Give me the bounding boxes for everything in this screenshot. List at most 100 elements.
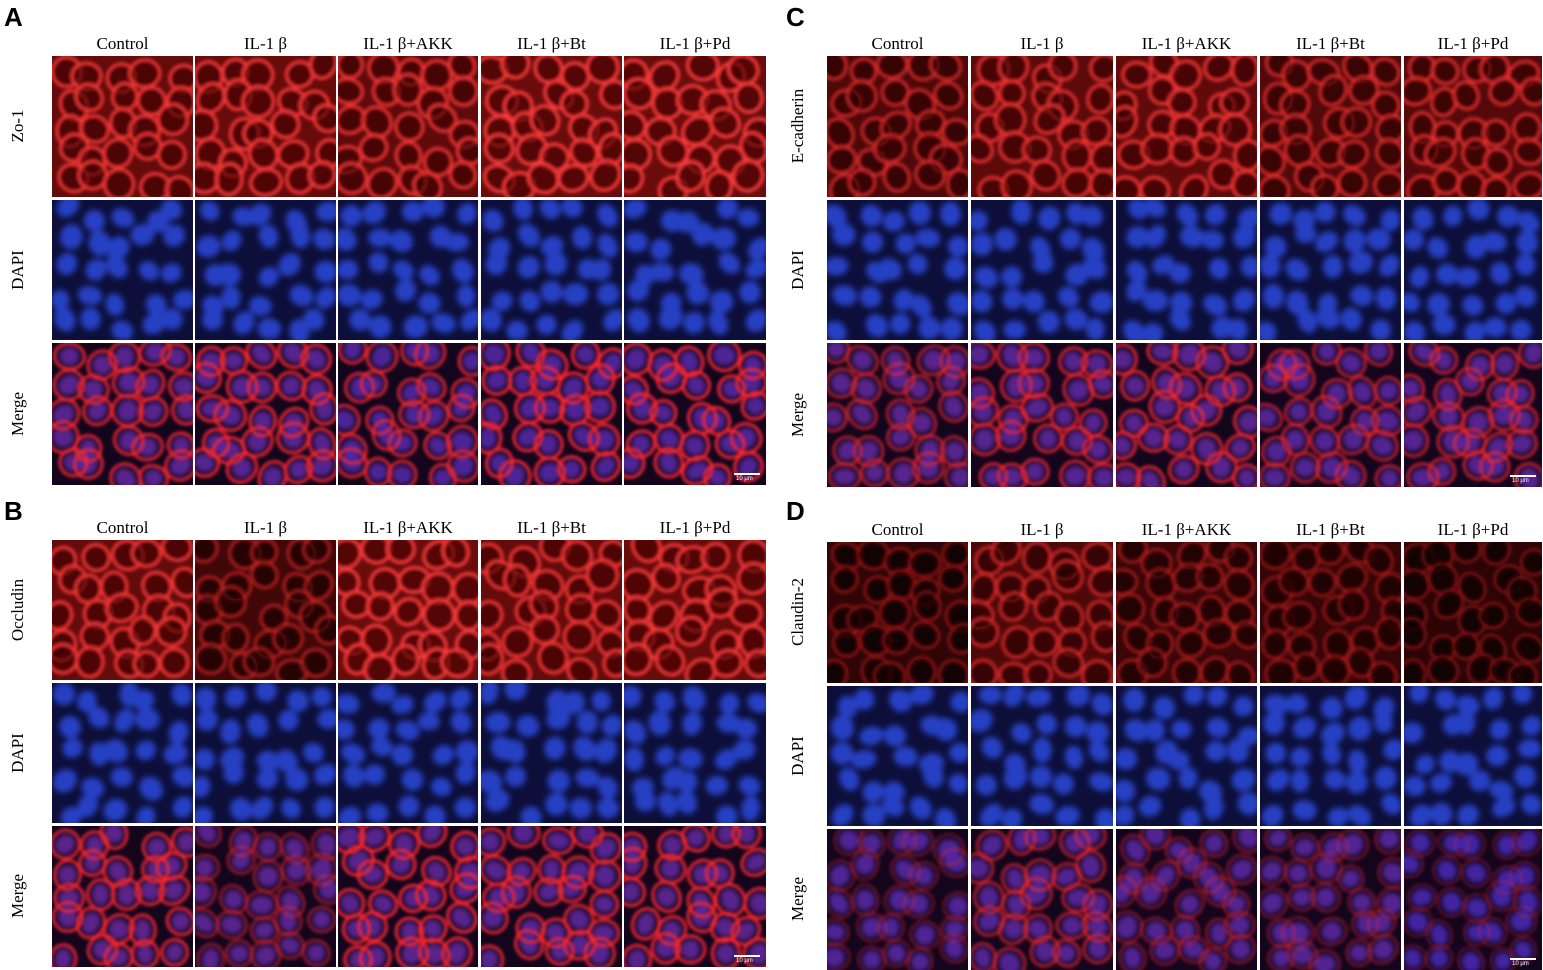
row-label: Claudin-2 bbox=[788, 578, 807, 646]
micrograph-merge bbox=[195, 343, 336, 485]
micrograph-dapi bbox=[52, 683, 193, 823]
column-label: IL-1 β+Pd bbox=[659, 34, 731, 53]
scale-bar-label: 10 μm bbox=[736, 476, 753, 482]
column-label: IL-1 β+Bt bbox=[517, 34, 586, 53]
micrograph-dapi bbox=[481, 200, 622, 340]
micrograph-merge bbox=[1404, 343, 1542, 487]
micrograph-membrane-svg bbox=[827, 56, 968, 197]
micrograph-merge bbox=[1260, 343, 1401, 487]
micrograph-merge-svg bbox=[338, 343, 478, 485]
column-label: IL-1 β+Pd bbox=[1437, 34, 1509, 53]
micrograph-dapi-svg bbox=[1116, 200, 1257, 340]
micrograph-dapi-svg bbox=[481, 200, 622, 340]
column-label: IL-1 β+Bt bbox=[1296, 520, 1365, 539]
panel-letter: B bbox=[4, 496, 23, 526]
row-label: Zo-1 bbox=[8, 109, 27, 143]
column-label: IL-1 β bbox=[243, 34, 288, 53]
micrograph-dapi-svg bbox=[624, 200, 766, 340]
micrograph-merge bbox=[52, 826, 193, 967]
row-label: DAPI bbox=[8, 733, 27, 773]
micrograph-merge-svg bbox=[1260, 343, 1401, 487]
micrograph-merge-svg bbox=[1116, 829, 1257, 970]
micrograph-dapi-svg bbox=[1260, 200, 1401, 340]
micrograph-membrane bbox=[52, 540, 193, 680]
micrograph-dapi-svg bbox=[338, 683, 478, 823]
micrograph-dapi-svg bbox=[971, 686, 1113, 826]
micrograph-membrane bbox=[481, 56, 622, 197]
micrograph-membrane bbox=[195, 540, 336, 680]
micrograph-dapi-svg bbox=[195, 200, 336, 340]
micrograph-dapi-svg bbox=[52, 200, 193, 340]
micrograph-membrane-svg bbox=[52, 56, 193, 197]
micrograph-dapi bbox=[1116, 200, 1257, 340]
micrograph-dapi-svg bbox=[52, 683, 193, 823]
micrograph-membrane bbox=[971, 56, 1113, 197]
micrograph-merge bbox=[481, 826, 622, 967]
row-label: Merge bbox=[8, 391, 27, 437]
micrograph-membrane-svg bbox=[338, 56, 478, 197]
micrograph-dapi bbox=[1404, 686, 1542, 826]
micrograph-dapi bbox=[624, 683, 766, 823]
micrograph-membrane bbox=[1260, 542, 1401, 683]
micrograph-merge bbox=[481, 343, 622, 485]
micrograph-membrane bbox=[1116, 56, 1257, 197]
panel-letter: A bbox=[4, 2, 23, 32]
micrograph-membrane bbox=[624, 540, 766, 680]
micrograph-dapi-svg bbox=[1116, 686, 1257, 826]
micrograph-merge bbox=[338, 343, 478, 485]
panel-letter: C bbox=[786, 2, 805, 32]
micrograph-membrane-svg bbox=[481, 56, 622, 197]
row-label: DAPI bbox=[788, 736, 807, 776]
micrograph-membrane-svg bbox=[338, 540, 478, 680]
micrograph-merge-svg bbox=[971, 829, 1113, 970]
row-label: Occludin bbox=[8, 578, 27, 642]
micrograph-membrane bbox=[1404, 56, 1542, 197]
micrograph-merge-svg bbox=[195, 826, 336, 967]
column-label: IL-1 β+Bt bbox=[1296, 34, 1365, 53]
micrograph-membrane bbox=[338, 56, 478, 197]
row-label: DAPI bbox=[8, 250, 27, 290]
scale-bar bbox=[734, 955, 760, 957]
micrograph-merge-svg bbox=[481, 826, 622, 967]
column-label: Control bbox=[96, 518, 149, 537]
micrograph-dapi bbox=[338, 200, 478, 340]
micrograph-dapi bbox=[481, 683, 622, 823]
micrograph-dapi bbox=[1260, 200, 1401, 340]
micrograph-merge-svg bbox=[1404, 829, 1542, 970]
micrograph-merge bbox=[1404, 829, 1542, 970]
micrograph-merge-svg bbox=[338, 826, 478, 967]
column-label: IL-1 β+AKK bbox=[363, 518, 453, 537]
micrograph-dapi bbox=[827, 200, 968, 340]
micrograph-merge-svg bbox=[52, 826, 193, 967]
micrograph-membrane-svg bbox=[624, 56, 766, 197]
row-label: DAPI bbox=[788, 250, 807, 290]
micrograph-membrane bbox=[1116, 542, 1257, 683]
scale-bar-label: 10 μm bbox=[1512, 961, 1529, 967]
micrograph-membrane bbox=[1260, 56, 1401, 197]
micrograph-merge bbox=[624, 343, 766, 485]
micrograph-membrane-svg bbox=[1116, 542, 1257, 683]
micrograph-merge-svg bbox=[52, 343, 193, 485]
column-label: IL-1 β bbox=[243, 518, 288, 537]
micrograph-membrane-svg bbox=[971, 56, 1113, 197]
micrograph-membrane-svg bbox=[1116, 56, 1257, 197]
column-label: IL-1 β+AKK bbox=[1141, 34, 1232, 53]
micrograph-dapi-svg bbox=[1404, 200, 1542, 340]
micrograph-dapi-svg bbox=[624, 683, 766, 823]
micrograph-merge bbox=[971, 829, 1113, 970]
micrograph-membrane bbox=[827, 542, 968, 683]
row-label: Merge bbox=[8, 873, 27, 919]
micrograph-dapi bbox=[827, 686, 968, 826]
micrograph-membrane bbox=[481, 540, 622, 680]
micrograph-dapi-svg bbox=[338, 200, 478, 340]
micrograph-dapi bbox=[1404, 200, 1542, 340]
micrograph-dapi bbox=[624, 200, 766, 340]
micrograph-dapi-svg bbox=[481, 683, 622, 823]
micrograph-membrane-svg bbox=[195, 540, 336, 680]
micrograph-dapi bbox=[195, 683, 336, 823]
column-label: IL-1 β bbox=[1020, 34, 1064, 53]
scale-bar bbox=[734, 473, 760, 475]
micrograph-merge bbox=[195, 826, 336, 967]
micrograph-merge bbox=[827, 343, 968, 487]
micrograph-dapi-svg bbox=[1260, 686, 1401, 826]
